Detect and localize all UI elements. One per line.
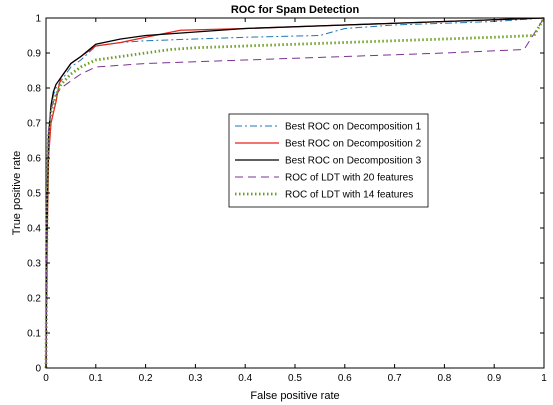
x-tick-label: 0.8 (437, 373, 451, 384)
chart-title: ROC for Spam Detection (231, 4, 360, 16)
y-tick-label: 0.2 (27, 294, 41, 305)
legend-label-5: ROC of LDT with 14 features (285, 190, 413, 201)
y-axis-label: True positive rate (11, 151, 23, 236)
y-tick-label: 0.6 (27, 154, 41, 165)
x-axis-label: False positive rate (250, 390, 339, 402)
x-tick-label: 0.7 (388, 373, 402, 384)
series-layer (44, 17, 546, 369)
x-tick-label: 0.9 (487, 373, 501, 384)
y-tick-label: 0.5 (27, 189, 41, 200)
x-tick-label: 0 (43, 373, 49, 384)
y-tick-label: 0.3 (27, 259, 41, 270)
legend-label-4: ROC of LDT with 20 features (285, 173, 413, 184)
x-axis: 0 0.1 0.2 0.3 0.4 0.5 0.6 0.7 0.8 0.9 1 (43, 18, 547, 384)
y-axis: 0 0.1 0.2 0.3 0.4 0.5 0.6 0.7 0.8 0.9 1 (27, 14, 544, 375)
y-tick-label: 1 (35, 14, 41, 25)
x-tick-label: 0.1 (89, 373, 103, 384)
y-tick-label: 0.9 (27, 49, 41, 60)
legend-label-1: Best ROC on Decomposition 1 (285, 122, 422, 133)
x-tick-label: 1 (541, 373, 547, 384)
series-line-3 (45, 17, 545, 369)
y-tick-label: 0.1 (27, 329, 41, 340)
x-tick-label: 0.2 (139, 373, 153, 384)
x-tick-label: 0.5 (288, 373, 302, 384)
legend-label-3: Best ROC on Decomposition 3 (285, 156, 422, 167)
y-tick-label: 0.8 (27, 84, 41, 95)
y-tick-label: 0.4 (27, 224, 41, 235)
y-tick-label: 0 (35, 364, 41, 375)
x-tick-label: 0.4 (238, 373, 252, 384)
y-tick-label: 0.7 (27, 119, 41, 130)
x-tick-label: 0.6 (338, 373, 352, 384)
legend-label-2: Best ROC on Decomposition 2 (285, 139, 422, 150)
legend: Best ROC on Decomposition 1 Best ROC on D… (228, 113, 429, 208)
x-tick-label: 0.3 (188, 373, 202, 384)
